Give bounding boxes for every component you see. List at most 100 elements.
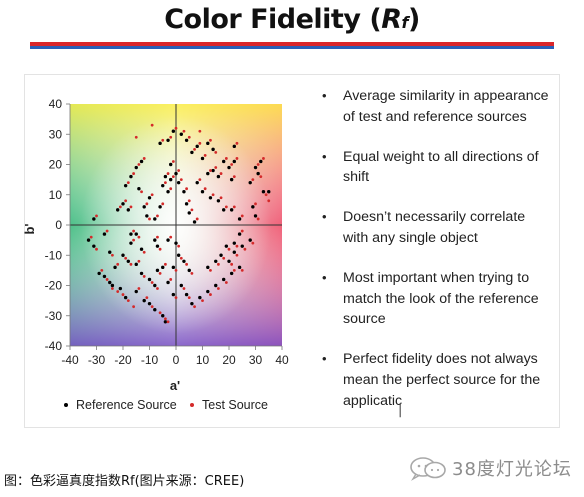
test-source-point: [182, 129, 186, 133]
bullet-item: • Perfect fidelity does not always mean t…: [322, 349, 554, 411]
test-source-point: [211, 193, 215, 197]
text-cursor-icon: |: [396, 402, 405, 418]
test-source-point: [232, 268, 236, 272]
slide-title-suffix: ): [407, 4, 420, 35]
reference-source-point: [187, 268, 191, 273]
test-source-point: [140, 190, 143, 194]
reference-source-point: [184, 292, 189, 297]
reference-source-point: [102, 274, 107, 279]
reference-source-point: [134, 262, 138, 267]
reference-source-point: [161, 183, 165, 188]
test-source-point: [224, 281, 228, 284]
reference-source-point: [92, 217, 96, 221]
reference-source-point: [129, 174, 133, 179]
bullet-dot-icon: •: [322, 269, 327, 285]
test-source-point: [158, 272, 162, 275]
chart-points: [86, 123, 271, 324]
reference-source-point: [198, 295, 202, 300]
test-source-point: [209, 268, 212, 272]
reference-source-point: [248, 238, 252, 242]
reference-source-point: [171, 292, 176, 297]
test-source-point: [187, 135, 191, 139]
test-source-point: [251, 178, 255, 182]
test-source-point: [254, 202, 257, 206]
reference-source-point: [214, 259, 218, 263]
test-source-point: [235, 141, 239, 145]
test-source-point: [217, 287, 220, 290]
reference-source-point: [153, 283, 157, 288]
test-source-point: [209, 293, 212, 296]
test-source-point: [243, 247, 247, 251]
test-source-point: [129, 205, 133, 209]
reference-source-point: [267, 190, 271, 194]
reference-source-point: [108, 280, 112, 285]
reference-source-point: [261, 190, 266, 194]
reference-source-point: [166, 280, 170, 285]
bullet-text: Most important when trying to match the …: [343, 269, 539, 328]
test-source-point: [171, 175, 175, 178]
reference-source-point: [206, 265, 210, 270]
reference-source-point: [129, 232, 133, 236]
test-source-point: [240, 229, 244, 233]
bullet-dot-icon: •: [322, 209, 327, 225]
reference-source-point: [137, 187, 141, 191]
legend-marker-test: [190, 403, 194, 407]
reference-source-point: [248, 180, 252, 185]
test-source-point: [150, 123, 154, 127]
reference-source-point: [251, 205, 255, 209]
reference-source-point: [161, 265, 165, 270]
test-source-point: [240, 214, 244, 218]
reference-source-point: [179, 132, 183, 136]
test-source-point: [89, 235, 93, 239]
reference-source-point: [229, 177, 234, 182]
reference-source-point: [86, 238, 91, 242]
test-source-point: [166, 320, 170, 324]
test-source-point: [142, 157, 146, 160]
y-tick-label: 10: [49, 188, 63, 202]
test-source-point: [267, 199, 271, 203]
test-source-point: [198, 129, 202, 133]
x-tick-label: -20: [114, 353, 132, 367]
reference-source-point: [169, 162, 173, 167]
reference-source-point: [147, 301, 152, 306]
test-source-point: [124, 256, 128, 260]
reference-source-point: [92, 244, 96, 248]
reference-source-point: [208, 196, 213, 200]
reference-source-point: [232, 144, 236, 149]
test-source-point: [198, 141, 202, 145]
reference-source-point: [174, 171, 178, 176]
title-rule-blue: [30, 46, 554, 49]
test-source-point: [145, 202, 149, 206]
test-source-point: [262, 157, 265, 160]
test-source-point: [156, 235, 159, 239]
test-source-point: [198, 178, 202, 182]
test-source-point: [116, 262, 120, 266]
reference-source-point: [166, 238, 170, 242]
reference-source-point: [147, 196, 152, 200]
y-tick-label: -20: [45, 279, 63, 293]
test-source-point: [156, 287, 159, 290]
reference-source-point: [187, 211, 191, 215]
reference-source-point: [256, 171, 260, 176]
reference-source-point: [211, 168, 215, 173]
test-source-point: [214, 151, 218, 154]
test-source-point: [95, 214, 98, 218]
test-source-point: [224, 157, 228, 160]
reference-source-point: [240, 244, 244, 248]
reference-source-point: [166, 138, 170, 142]
y-tick-label: -10: [45, 248, 63, 262]
test-source-point: [256, 217, 260, 221]
reference-source-point: [139, 271, 144, 276]
reference-source-point: [147, 277, 152, 282]
reference-source-point: [108, 250, 112, 254]
reference-source-point: [190, 150, 194, 155]
reference-source-point: [171, 129, 176, 133]
test-source-point: [182, 287, 186, 290]
test-source-point: [169, 278, 173, 281]
reference-source-point: [227, 165, 231, 170]
test-source-point: [251, 241, 255, 245]
reference-source-point: [237, 265, 242, 270]
test-source-point: [111, 253, 114, 257]
reference-source-point: [200, 156, 205, 161]
color-fidelity-scatter-chart: -40 -30 -20 -10 0 10 20 30 40403020100-10-20-30-…: [24, 97, 289, 412]
